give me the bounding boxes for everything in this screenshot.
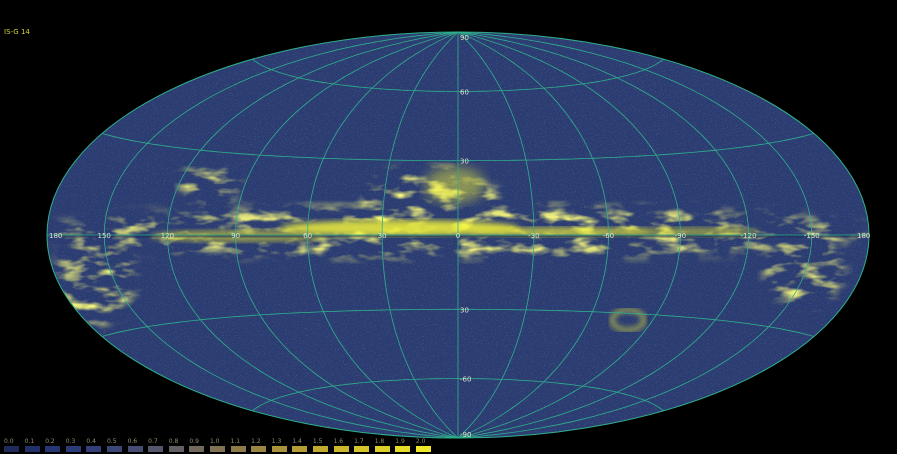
latitude-label: 60 bbox=[460, 88, 469, 96]
legend-item: 0.1 bbox=[24, 438, 46, 454]
galactic-emission bbox=[47, 32, 869, 438]
longitude-label: -120 bbox=[741, 232, 757, 240]
parallel-line bbox=[101, 308, 815, 337]
legend-swatch bbox=[374, 446, 390, 452]
longitude-label: 0 bbox=[456, 232, 460, 240]
legend-item: 0.9 bbox=[189, 438, 210, 454]
legend-item: 1.0 bbox=[209, 438, 231, 454]
allsky-map[interactable]: 90 60 30 30 -60 -90 180 150 120 90 60 30 0 -30 -60 -90 -… bbox=[0, 0, 897, 440]
legend-swatch bbox=[127, 446, 143, 452]
legend-item: 1.5 bbox=[312, 438, 334, 454]
legend-label: 1.2 bbox=[251, 438, 261, 445]
longitude-label: 180 bbox=[49, 232, 62, 240]
legend-label: 1.7 bbox=[354, 438, 364, 445]
map-outline bbox=[46, 31, 870, 439]
legend-label: 1.0 bbox=[209, 438, 220, 445]
legend-item: 1.1 bbox=[230, 438, 252, 454]
legend-item: 0.7 bbox=[148, 438, 169, 454]
longitude-label: -30 bbox=[528, 232, 539, 240]
legend-label: 1.3 bbox=[271, 438, 282, 445]
grid-labels: 90 60 30 30 -60 -90 180 150 120 90 60 30 0 -30 -60 -90 -… bbox=[49, 34, 870, 439]
latitude-label: 30 bbox=[460, 306, 469, 314]
legend-item: 1.9 bbox=[395, 438, 416, 454]
legend-item: 0.5 bbox=[106, 438, 128, 454]
longitude-label: 150 bbox=[98, 232, 111, 240]
latitude-label: 90 bbox=[460, 34, 469, 42]
legend-label: 0.3 bbox=[65, 438, 76, 445]
legend-swatch bbox=[354, 446, 370, 452]
legend-swatch bbox=[86, 446, 102, 452]
legend-swatch bbox=[24, 446, 40, 452]
latitude-label: 30 bbox=[460, 158, 469, 166]
legend-item: 1.4 bbox=[292, 438, 313, 454]
legend-label: 2.0 bbox=[415, 438, 426, 445]
longitude-label: 120 bbox=[161, 232, 174, 240]
legend-swatch bbox=[148, 446, 164, 452]
legend-label: 0.8 bbox=[168, 438, 179, 445]
legend-label: 1.5 bbox=[312, 438, 323, 445]
legend-item: 1.7 bbox=[354, 438, 375, 454]
legend-swatch bbox=[209, 446, 225, 452]
legend-label: 0.7 bbox=[148, 438, 158, 445]
color-scale-legend: 0.0 0.1 0.2 0.3 0.4 0.5 0.6 0.7 0.8 0.9 1.0 1.1 1.2 1… bbox=[4, 438, 436, 454]
parallel-line bbox=[252, 378, 664, 412]
legend-item: 0.0 bbox=[4, 438, 25, 454]
legend-swatch bbox=[292, 446, 308, 452]
legend-label: 1.1 bbox=[230, 438, 241, 445]
legend-label: 0.4 bbox=[86, 438, 96, 445]
legend-label: 1.4 bbox=[292, 438, 302, 445]
latitude-label: -60 bbox=[460, 376, 471, 384]
legend-label: 1.8 bbox=[374, 438, 385, 445]
legend-swatch bbox=[333, 446, 349, 452]
longitude-label: 30 bbox=[378, 232, 387, 240]
legend-item: 0.6 bbox=[127, 438, 149, 454]
parallel-line bbox=[101, 133, 815, 162]
legend-label: 0.0 bbox=[4, 438, 14, 445]
legend-item: 1.2 bbox=[251, 438, 272, 454]
legend-item: 0.8 bbox=[168, 438, 190, 454]
parallel-line bbox=[252, 58, 664, 92]
legend-swatch bbox=[230, 446, 246, 452]
legend-label: 1.6 bbox=[333, 438, 344, 445]
longitude-label: -90 bbox=[675, 232, 686, 240]
legend-swatch bbox=[45, 446, 61, 452]
longitude-label: -60 bbox=[603, 232, 614, 240]
legend-item: 1.3 bbox=[271, 438, 293, 454]
coordinate-grid bbox=[47, 31, 869, 439]
legend-swatch bbox=[312, 446, 328, 452]
legend-item: 1.8 bbox=[374, 438, 396, 454]
legend-swatch bbox=[271, 446, 287, 452]
legend-item: 2.0 bbox=[415, 438, 437, 454]
legend-label: 1.9 bbox=[395, 438, 405, 445]
legend-label: 0.5 bbox=[106, 438, 117, 445]
legend-label: 0.9 bbox=[189, 438, 199, 445]
legend-item: 0.4 bbox=[86, 438, 107, 454]
map-title: IS-G 14 bbox=[4, 28, 30, 36]
legend-swatch bbox=[251, 446, 267, 452]
legend-swatch bbox=[415, 446, 431, 452]
legend-label: 0.1 bbox=[24, 438, 35, 445]
latitude-label: -90 bbox=[460, 431, 471, 439]
legend-item: 0.3 bbox=[65, 438, 87, 454]
legend-label: 0.6 bbox=[127, 438, 138, 445]
sky-content bbox=[47, 32, 869, 438]
legend-label: 0.2 bbox=[45, 438, 55, 445]
longitude-label: 60 bbox=[303, 232, 312, 240]
legend-swatch bbox=[168, 446, 184, 452]
legend-swatch bbox=[395, 446, 411, 452]
longitude-label: 180 bbox=[857, 232, 870, 240]
galactic-plane-core bbox=[60, 167, 860, 332]
legend-swatch bbox=[4, 446, 19, 452]
legend-item: 0.2 bbox=[45, 438, 66, 454]
longitude-label: -150 bbox=[804, 232, 820, 240]
legend-swatch bbox=[106, 446, 122, 452]
legend-swatch bbox=[65, 446, 81, 452]
longitude-label: 90 bbox=[231, 232, 240, 240]
legend-swatch bbox=[189, 446, 205, 452]
legend-item: 1.6 bbox=[333, 438, 355, 454]
